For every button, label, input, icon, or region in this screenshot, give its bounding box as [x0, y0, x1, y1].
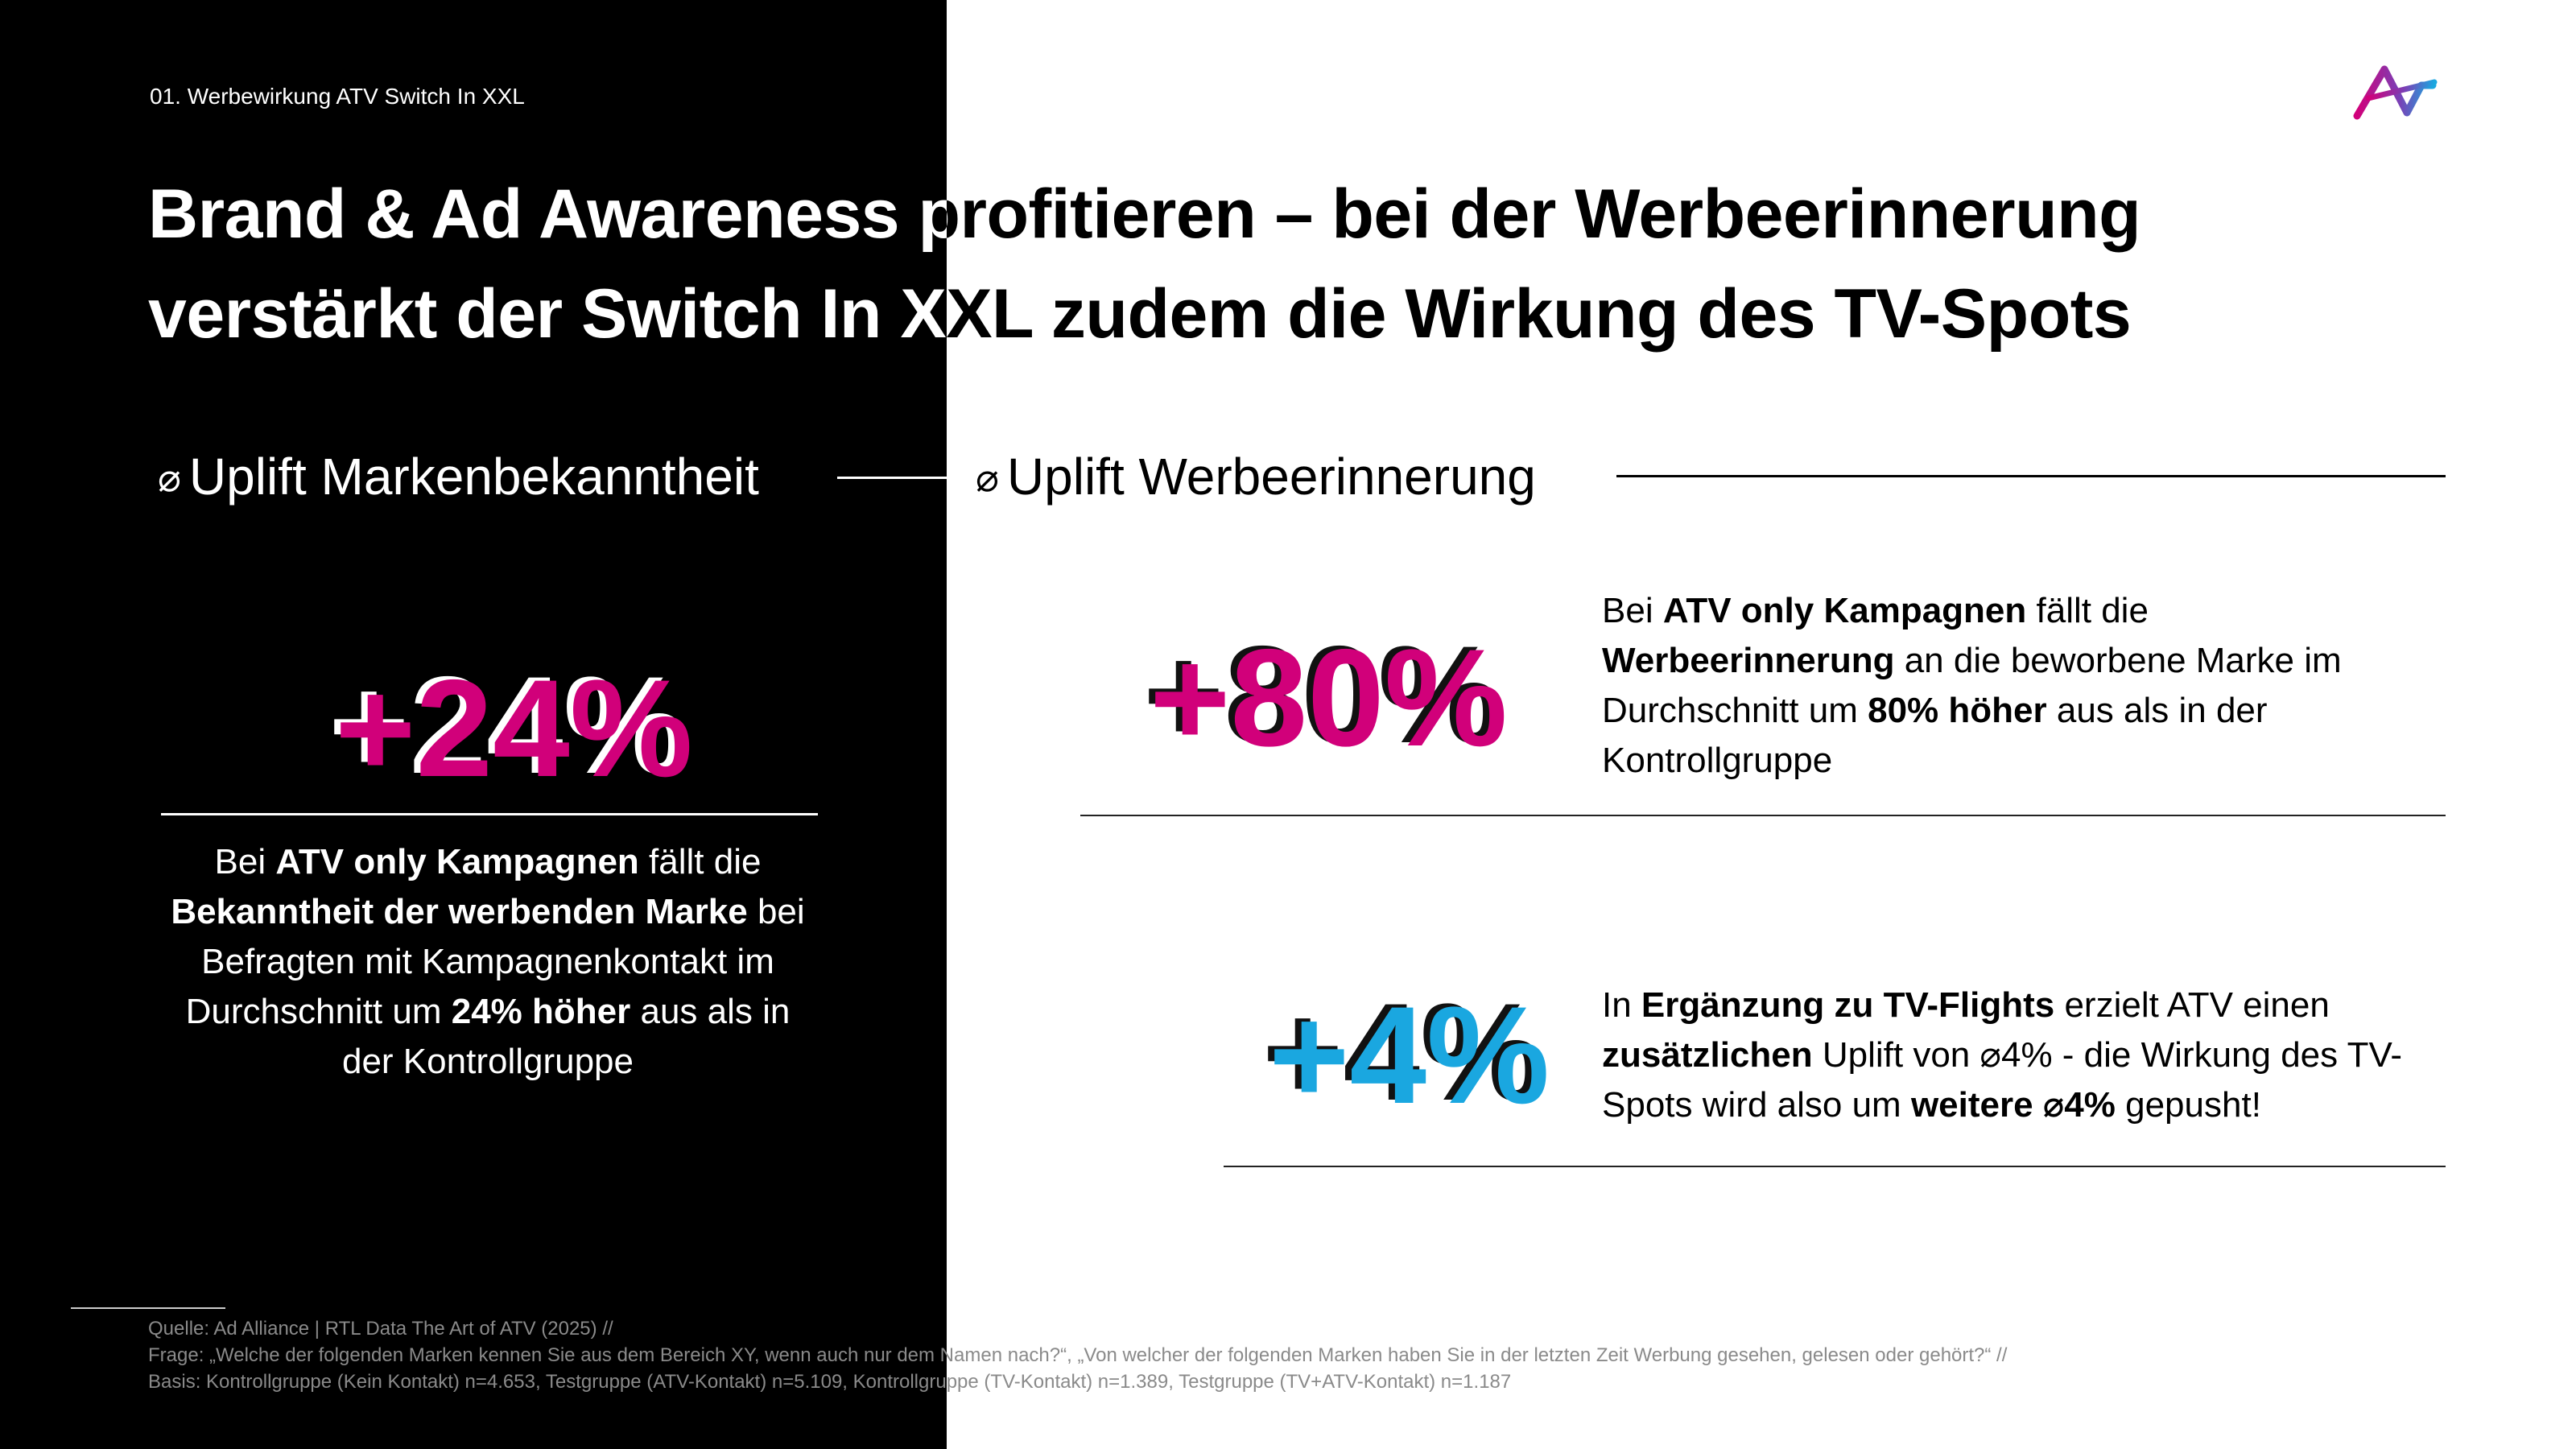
footer-rule — [71, 1307, 225, 1309]
breadcrumb: 01. Werbewirkung ATV Switch In XXL — [150, 84, 525, 109]
left-section-heading-text: Uplift Markenbekanntheit — [188, 448, 759, 506]
emphasis-text: ATV only Kampagnen — [1662, 591, 2027, 630]
title-line-1: Brand & Ad Awareness profitieren – bei d… — [148, 175, 2141, 253]
title-line-2: verstärkt der Switch In XXL zudem die Wi… — [148, 275, 2132, 353]
description-text: erzielt ATV einen — [2054, 985, 2330, 1025]
additional-uplift-rule — [1224, 1166, 2446, 1167]
description-text: gepusht! — [2115, 1085, 2261, 1125]
page-title: Brand & Ad Awareness profitieren – bei d… — [148, 164, 2483, 364]
footer-question: Frage: „Welche der folgenden Marken kenn… — [148, 1344, 2008, 1366]
emphasis-text: Werbeerinnerung — [1602, 641, 1895, 680]
description-text: aus als in der Kontrollgruppe — [1602, 691, 2268, 780]
ad-alliance-logo-icon — [2353, 65, 2438, 120]
footer-basis: Basis: Kontrollgruppe (Kein Kontakt) n=4… — [148, 1371, 1512, 1393]
description-text: an die beworbene Marke im Durchschnitt u… — [1602, 641, 2342, 730]
ad-recall-rule — [1080, 815, 2446, 816]
description-text: fällt die — [2026, 591, 2149, 630]
description-text: Bei — [214, 842, 276, 881]
left-description: Bei ATV only Kampagnen fällt die Bekannt… — [158, 837, 818, 1087]
description-text: In — [1602, 985, 1641, 1025]
additional-uplift-number: +4% — [1269, 978, 1550, 1133]
ad-recall-description: Bei ATV only Kampagnen fällt die Werbeer… — [1602, 586, 2447, 786]
description-text: Bei — [1602, 591, 1663, 630]
right-section-heading-text: Uplift Werbeerinnerung — [1006, 448, 1536, 506]
additional-uplift-description: In Ergänzung zu TV-Flights erzielt ATV e… — [1602, 980, 2447, 1130]
emphasis-text: Bekanntheit der werbenden Marke — [171, 892, 748, 931]
description-text: bei Befragten mit Kampagnenkontakt im Du… — [185, 892, 805, 1031]
left-heading-rule — [837, 477, 947, 479]
dark-panel — [0, 0, 947, 1449]
emphasis-text: ATV only Kampagnen — [275, 842, 639, 881]
uplift-brand-awareness-number: +24% — [335, 651, 693, 806]
left-section-heading: ⌀ Uplift Markenbekanntheit — [158, 443, 759, 513]
description-text: Uplift von ⌀4% - die Wirkung des TV-Spot… — [1602, 1035, 2403, 1125]
right-section-heading: ⌀ Uplift Werbeerinnerung — [976, 443, 1536, 513]
footer-source: Quelle: Ad Alliance | RTL Data The Art o… — [148, 1318, 613, 1340]
emphasis-text: zusätzlichen — [1602, 1035, 1813, 1075]
left-number-rule — [161, 813, 818, 815]
description-text: aus als in der Kontrollgruppe — [341, 992, 791, 1081]
emphasis-text: 80% höher — [1868, 691, 2047, 730]
diameter-glyph: ⌀ — [158, 457, 181, 500]
emphasis-text: weitere ⌀4% — [1910, 1085, 2116, 1125]
footer-notes: Quelle: Ad Alliance | RTL Data The Art o… — [148, 1315, 2483, 1395]
diameter-glyph: ⌀ — [976, 457, 999, 500]
right-heading-rule — [1616, 475, 2446, 477]
emphasis-text: 24% höher — [451, 992, 631, 1031]
emphasis-text: Ergänzung zu TV-Flights — [1641, 985, 2055, 1025]
uplift-ad-recall-number: +80% — [1150, 621, 1508, 775]
description-text: fällt die — [638, 842, 762, 881]
